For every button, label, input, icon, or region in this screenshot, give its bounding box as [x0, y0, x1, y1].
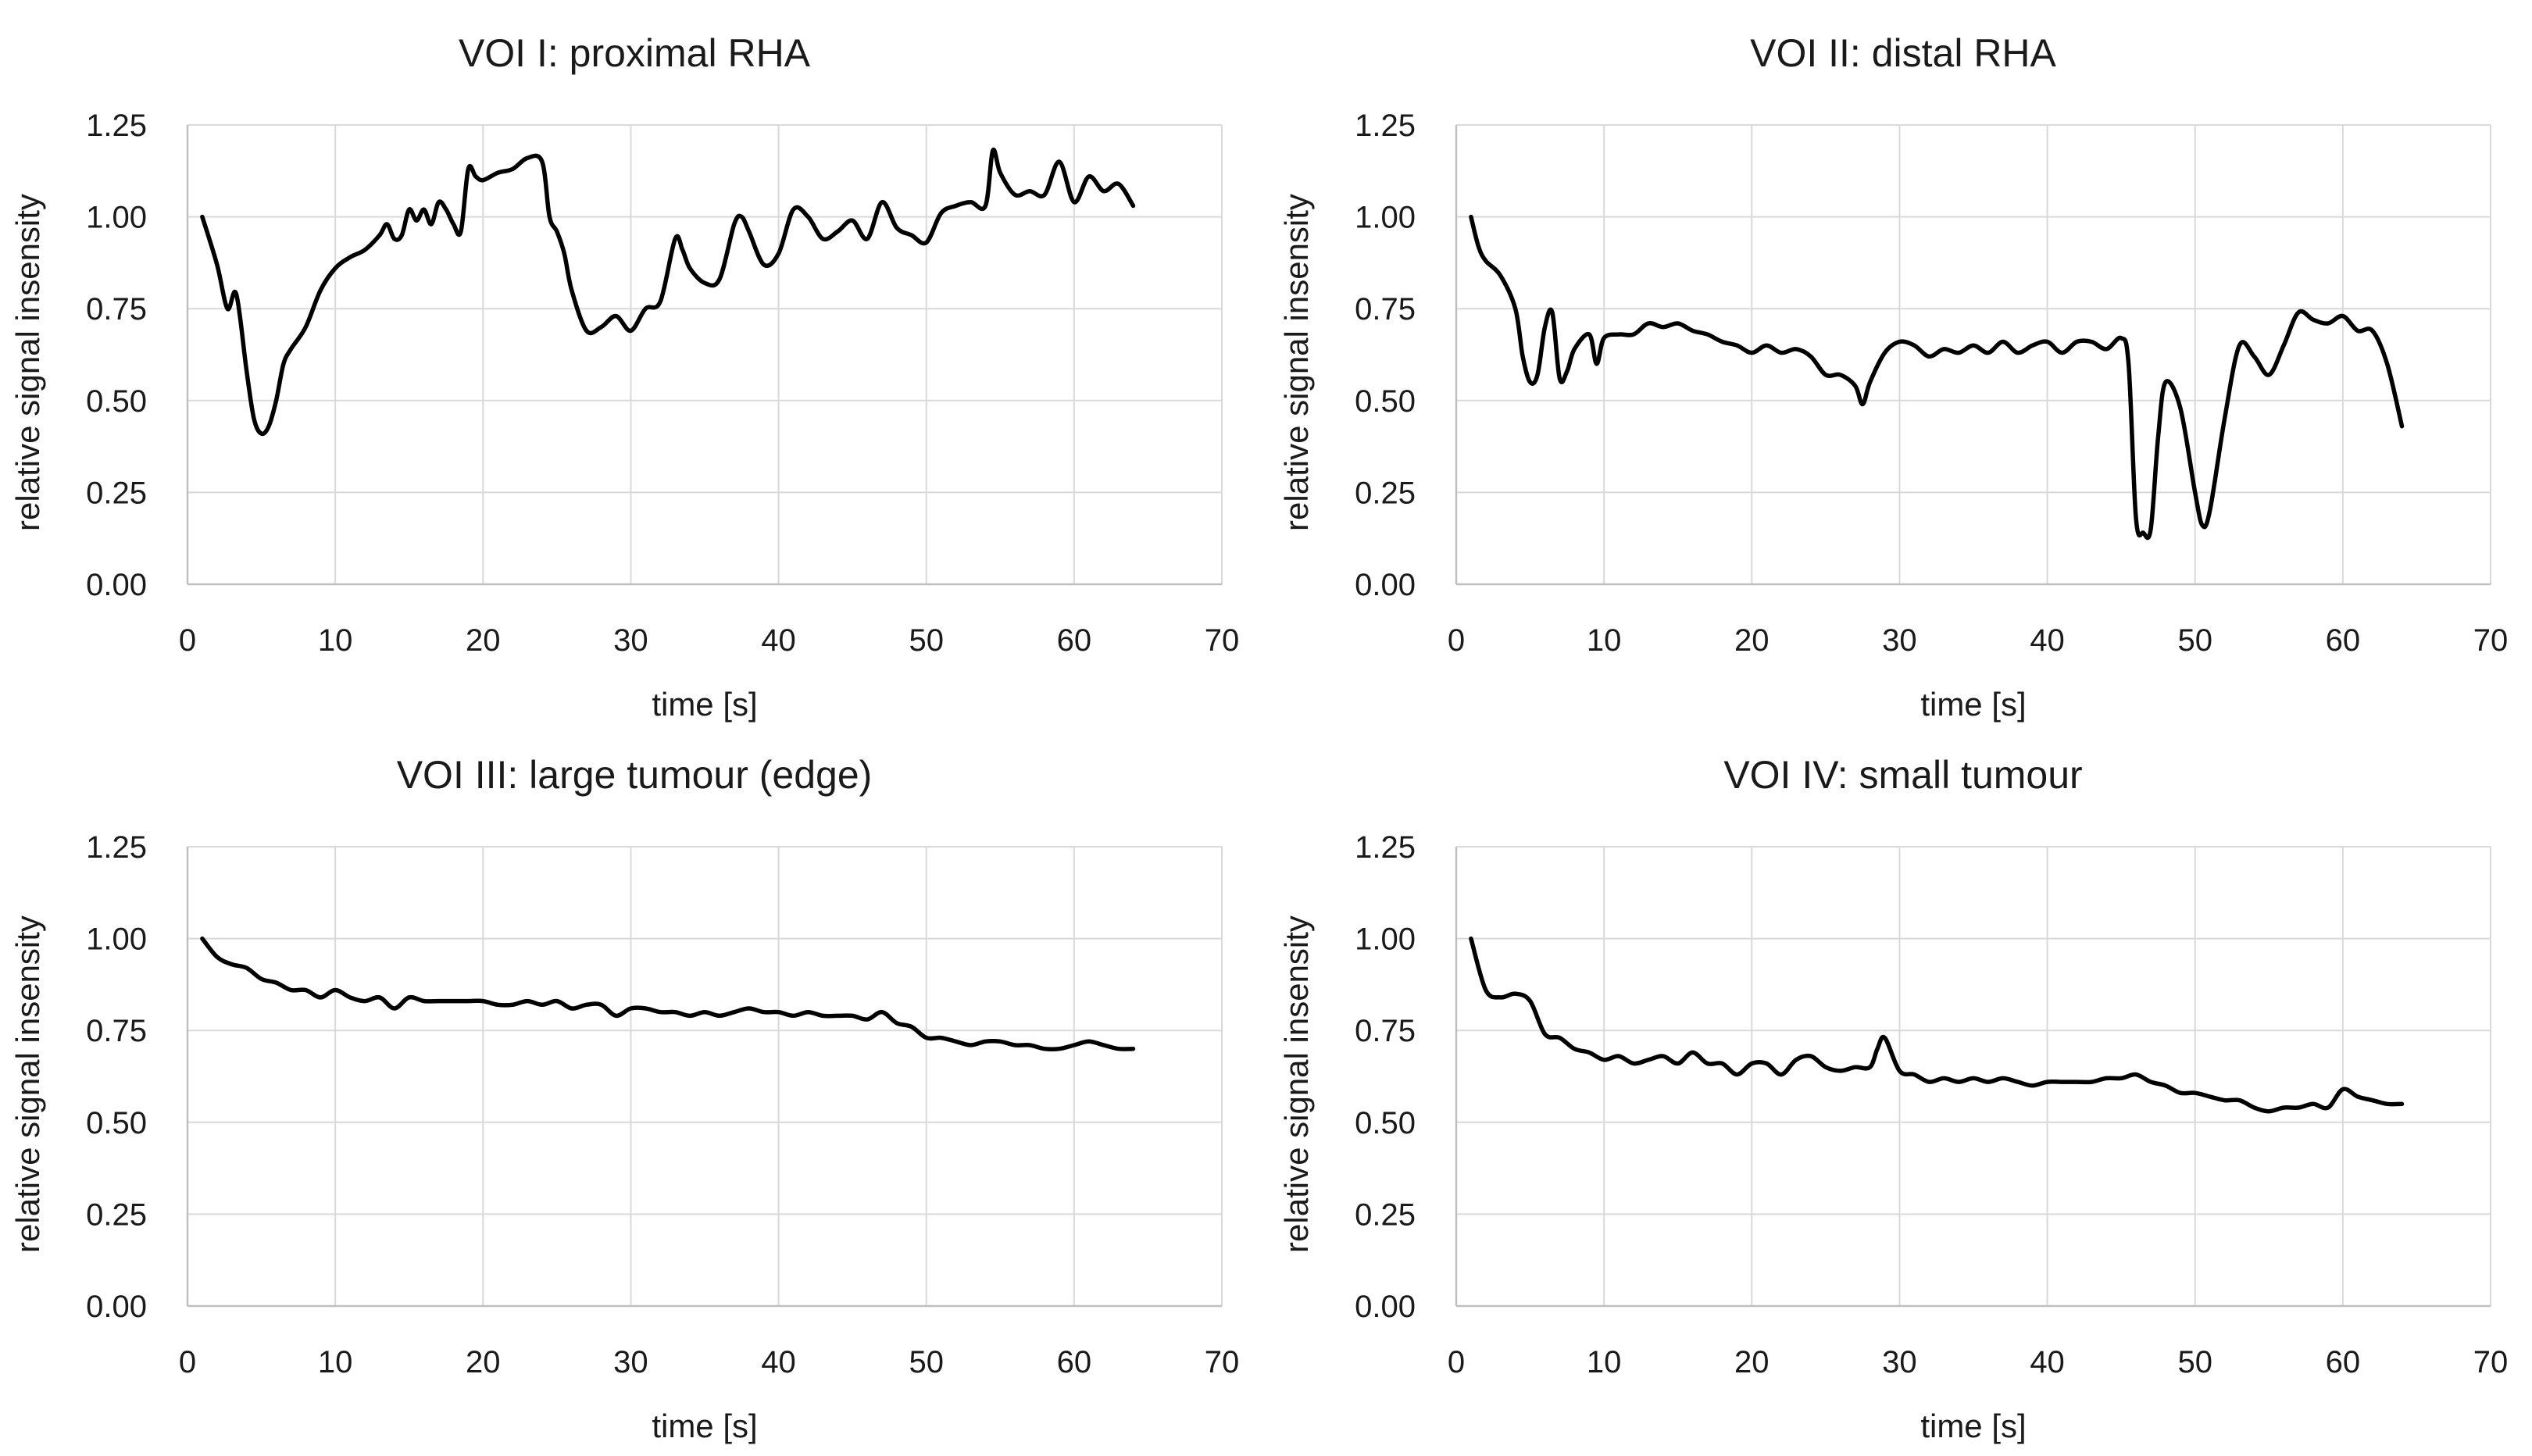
y-tick-label: 0.50 [86, 1106, 147, 1140]
x-tick-label: 40 [2030, 1345, 2065, 1379]
y-tick-label: 1.25 [1355, 830, 1416, 865]
x-tick-label: 50 [909, 623, 944, 658]
x-tick-label: 10 [1587, 1345, 1622, 1379]
y-tick-label: 0.25 [86, 1197, 147, 1232]
y-tick-label: 1.00 [86, 922, 147, 957]
chart-title: VOI IV: small tumour [1723, 753, 2082, 797]
y-tick-label: 0.00 [1355, 1290, 1416, 1324]
x-tick-label: 10 [1587, 623, 1622, 658]
y-axis-label: relative signal insensity [9, 194, 46, 531]
x-tick-label: 40 [2030, 623, 2065, 658]
y-tick-label: 0.75 [86, 1014, 147, 1048]
chart-panel-2: VOI II: distal RHA 0.00 0.25 0.50 0.75 1.00 1.… [1278, 31, 2508, 723]
chart-panel-3: VOI III: large tumour (edge) 0.00 0.25 0.50… [9, 753, 1239, 1444]
x-tick-label: 60 [2326, 623, 2361, 658]
y-tick-label: 1.25 [1355, 109, 1416, 143]
x-axis-label: time [s] [1920, 1408, 2026, 1444]
x-tick-label: 0 [179, 1345, 196, 1379]
chart-panel-4: VOI IV: small tumour 0.00 0.25 0.50 0.75 1.00… [1278, 753, 2508, 1444]
x-tick-label: 50 [2177, 623, 2212, 658]
x-tick-label: 60 [1057, 1345, 1092, 1379]
x-tick-label: 0 [1448, 1345, 1465, 1379]
series-line [1469, 936, 2405, 1114]
x-tick-label: 70 [1205, 623, 1240, 658]
y-tick-label: 0.75 [86, 292, 147, 327]
y-tick-label: 1.00 [1355, 201, 1416, 235]
series-line [200, 936, 1136, 1052]
x-tick-label: 30 [1882, 1345, 1917, 1379]
charts-root: VOI I: proximal RHA 0.00 0.25 0.50 0.75 1.00 1… [9, 31, 2508, 1444]
y-axis-label: relative signal insensity [1278, 915, 1315, 1253]
y-tick-label: 0.25 [1355, 476, 1416, 510]
y-tick-label: 0.00 [86, 568, 147, 602]
y-axis-label: relative signal insensity [1278, 194, 1315, 531]
y-tick-label: 0.50 [1355, 1106, 1416, 1140]
y-tick-label: 1.25 [86, 109, 147, 143]
y-axis-label: relative signal insensity [9, 915, 46, 1253]
y-tick-label: 0.25 [1355, 1197, 1416, 1232]
y-tick-label: 1.00 [1355, 922, 1416, 957]
y-tick-label: 0.75 [1355, 292, 1416, 327]
series-line [1469, 214, 2405, 541]
x-tick-label: 50 [2177, 1345, 2212, 1379]
x-axis-label: time [s] [1920, 686, 2026, 723]
series-line [200, 147, 1136, 437]
x-tick-label: 70 [1205, 1345, 1240, 1379]
x-axis-label: time [s] [652, 1408, 757, 1444]
x-tick-label: 60 [1057, 623, 1092, 658]
y-tick-label: 1.25 [86, 830, 147, 865]
x-tick-label: 70 [2473, 623, 2509, 658]
y-tick-label: 0.50 [86, 384, 147, 419]
y-tick-label: 0.75 [1355, 1014, 1416, 1048]
y-tick-label: 0.00 [1355, 568, 1416, 602]
x-tick-label: 0 [1448, 623, 1465, 658]
x-axis-label: time [s] [652, 686, 757, 723]
x-tick-label: 20 [466, 623, 501, 658]
x-tick-label: 60 [2326, 1345, 2361, 1379]
x-tick-label: 30 [1882, 623, 1917, 658]
y-tick-label: 1.00 [86, 201, 147, 235]
x-tick-label: 20 [466, 1345, 501, 1379]
x-tick-label: 50 [909, 1345, 944, 1379]
x-tick-label: 10 [318, 623, 353, 658]
x-tick-label: 40 [761, 1345, 796, 1379]
x-tick-label: 30 [613, 623, 648, 658]
y-tick-label: 0.50 [1355, 384, 1416, 419]
y-tick-label: 0.00 [86, 1290, 147, 1324]
chart-title: VOI I: proximal RHA [459, 31, 811, 75]
x-tick-label: 30 [613, 1345, 648, 1379]
x-tick-label: 0 [179, 623, 196, 658]
x-tick-label: 70 [2473, 1345, 2509, 1379]
x-tick-label: 40 [761, 623, 796, 658]
x-tick-label: 20 [1734, 1345, 1770, 1379]
chart-title: VOI III: large tumour (edge) [397, 753, 873, 797]
chart-panel-1: VOI I: proximal RHA 0.00 0.25 0.50 0.75 1.00 1… [9, 31, 1239, 723]
y-tick-label: 0.25 [86, 476, 147, 510]
chart-title: VOI II: distal RHA [1750, 31, 2056, 75]
x-tick-label: 20 [1734, 623, 1770, 658]
x-tick-label: 10 [318, 1345, 353, 1379]
